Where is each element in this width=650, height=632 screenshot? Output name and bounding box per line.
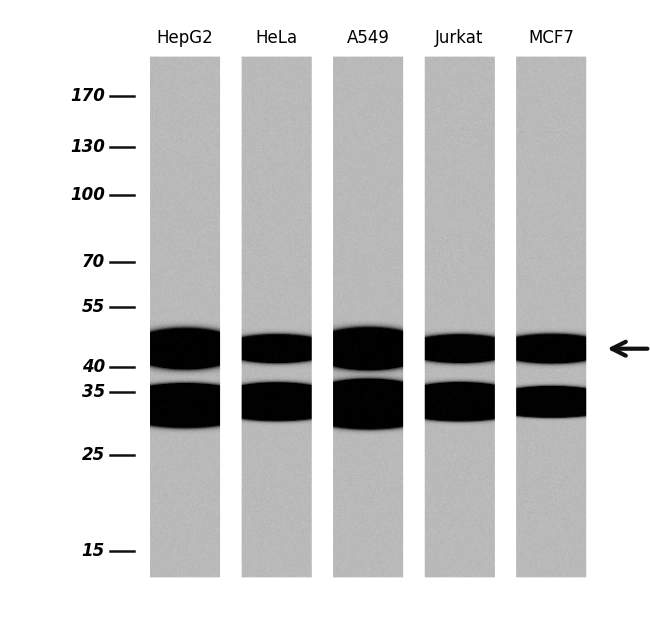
Text: HepG2: HepG2 [157, 29, 213, 47]
Text: 15: 15 [82, 542, 105, 560]
Text: 40: 40 [82, 358, 105, 375]
Text: Jurkat: Jurkat [436, 29, 484, 47]
Text: 35: 35 [82, 384, 105, 401]
Text: 25: 25 [82, 446, 105, 464]
Text: 55: 55 [82, 298, 105, 316]
Text: HeLa: HeLa [255, 29, 298, 47]
Text: 70: 70 [82, 253, 105, 272]
Text: 170: 170 [70, 87, 105, 105]
Text: 130: 130 [70, 138, 105, 155]
Text: 100: 100 [70, 186, 105, 204]
Text: A549: A549 [346, 29, 389, 47]
Text: MCF7: MCF7 [528, 29, 574, 47]
